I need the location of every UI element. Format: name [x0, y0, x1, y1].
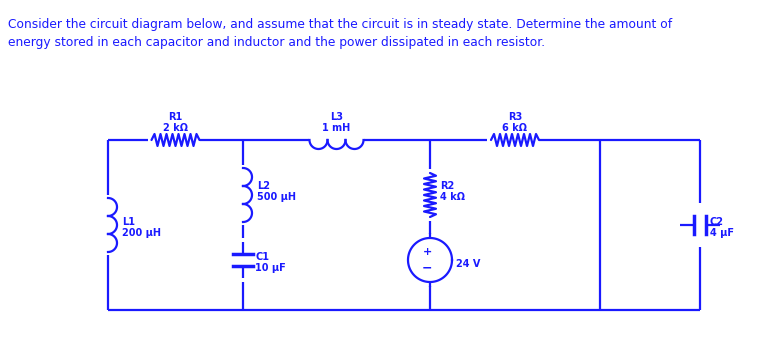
Text: 2 kΩ: 2 kΩ: [163, 123, 188, 133]
Text: 10 μF: 10 μF: [255, 263, 286, 273]
Text: R1: R1: [168, 112, 183, 122]
Text: Consider the circuit diagram below, and assume that the circuit is in steady sta: Consider the circuit diagram below, and …: [8, 18, 672, 31]
Text: R2: R2: [440, 181, 454, 191]
Text: L2: L2: [257, 181, 270, 191]
Text: L1: L1: [122, 217, 135, 227]
Text: 6 kΩ: 6 kΩ: [503, 123, 527, 133]
Text: 4 μF: 4 μF: [710, 228, 734, 238]
Text: L3: L3: [330, 112, 343, 122]
Text: 200 μH: 200 μH: [122, 228, 161, 238]
Text: R3: R3: [508, 112, 522, 122]
Text: 4 kΩ: 4 kΩ: [440, 192, 465, 202]
Text: 24 V: 24 V: [456, 259, 480, 269]
Text: C2: C2: [710, 217, 724, 227]
Text: 1 mH: 1 mH: [323, 123, 350, 133]
Text: C1: C1: [255, 252, 269, 262]
Text: −: −: [422, 261, 432, 274]
Text: +: +: [422, 247, 432, 257]
Text: 500 μH: 500 μH: [257, 192, 296, 202]
Text: energy stored in each capacitor and inductor and the power dissipated in each re: energy stored in each capacitor and indu…: [8, 36, 545, 49]
